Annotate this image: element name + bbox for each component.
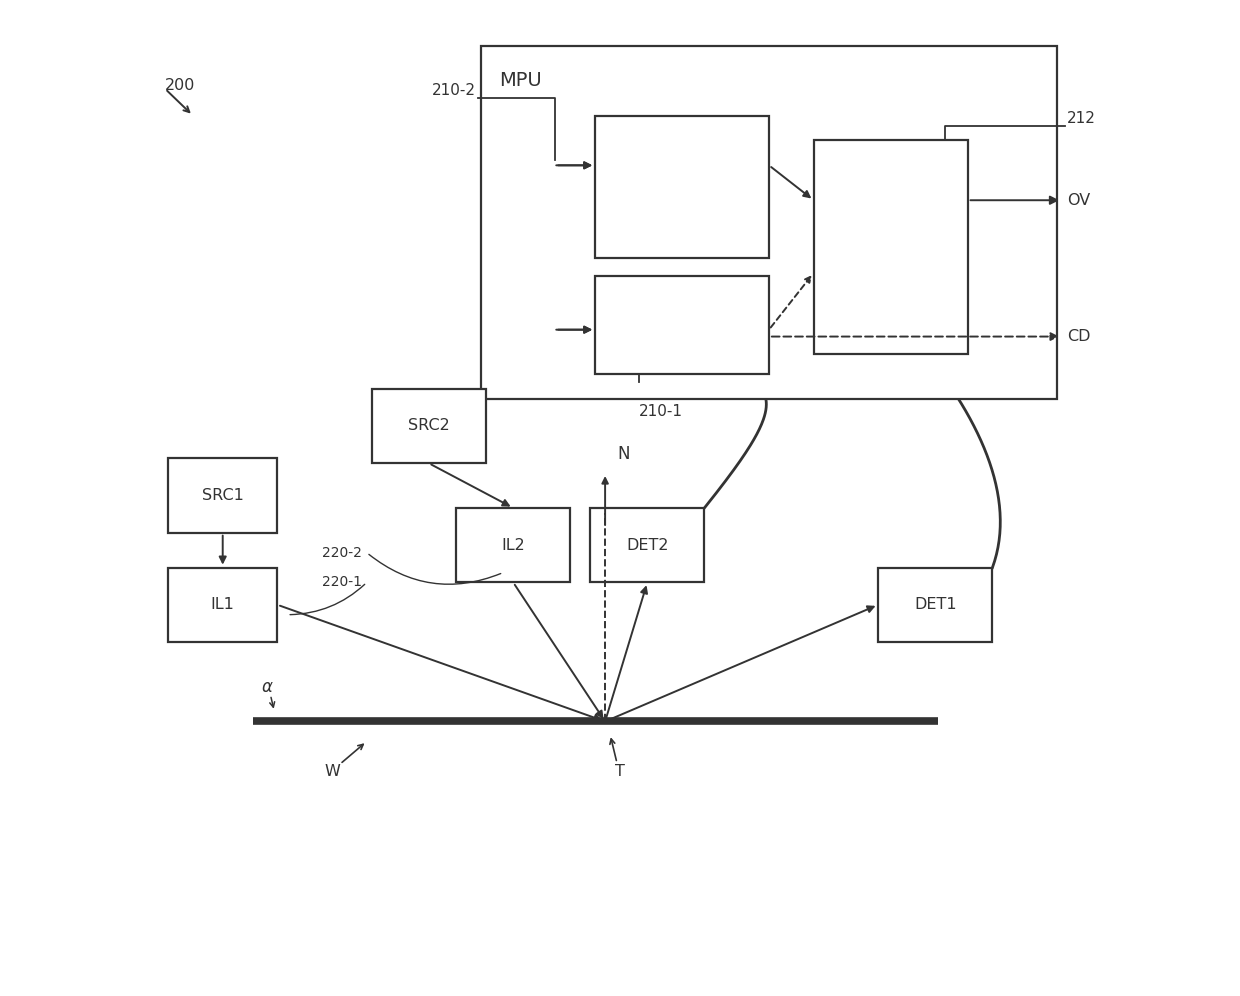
Text: 210-1: 210-1	[639, 403, 683, 418]
FancyBboxPatch shape	[813, 140, 967, 354]
Text: α: α	[262, 677, 273, 696]
Text: IL1: IL1	[211, 598, 234, 613]
FancyBboxPatch shape	[456, 508, 570, 583]
Text: 220-1: 220-1	[321, 576, 362, 590]
Text: 220-2: 220-2	[322, 546, 362, 560]
Text: DET1: DET1	[914, 598, 957, 613]
FancyBboxPatch shape	[481, 46, 1056, 398]
Text: 210-2: 210-2	[432, 83, 476, 98]
FancyBboxPatch shape	[169, 458, 278, 533]
Text: DET2: DET2	[626, 538, 668, 553]
Text: OV: OV	[1066, 193, 1090, 208]
FancyBboxPatch shape	[590, 508, 704, 583]
Text: 200: 200	[165, 79, 196, 94]
Text: N: N	[618, 445, 630, 463]
Text: CD: CD	[1066, 329, 1090, 344]
FancyBboxPatch shape	[595, 116, 769, 258]
FancyBboxPatch shape	[169, 568, 278, 642]
Text: T: T	[615, 764, 625, 779]
Text: SRC2: SRC2	[408, 418, 450, 433]
FancyBboxPatch shape	[595, 276, 769, 374]
Text: 212: 212	[1066, 111, 1096, 125]
Text: MPU: MPU	[498, 71, 542, 90]
FancyBboxPatch shape	[878, 568, 992, 642]
Text: SRC1: SRC1	[202, 488, 243, 503]
FancyBboxPatch shape	[372, 388, 486, 463]
Text: W: W	[324, 764, 340, 779]
Text: IL2: IL2	[501, 538, 525, 553]
